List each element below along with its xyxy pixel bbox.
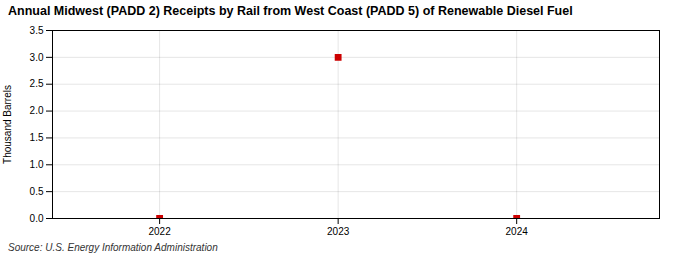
svg-text:3.5: 3.5: [30, 25, 44, 36]
html-text:Annual Midwest (PADD 2) Receip: Annual Midwest (PADD 2) Receipts by Rail…: [8, 4, 573, 18]
svg-text:0.5: 0.5: [30, 186, 44, 197]
svg-text:0.0: 0.0: [30, 213, 44, 224]
svg-text:2022: 2022: [148, 226, 171, 237]
svg-text:2.5: 2.5: [30, 78, 44, 89]
svg-text:2.0: 2.0: [30, 105, 44, 116]
svg-text:3.0: 3.0: [30, 52, 44, 63]
svg-text:2024: 2024: [506, 226, 529, 237]
svg-text:1.5: 1.5: [30, 132, 44, 143]
svg-text:1.0: 1.0: [30, 159, 44, 170]
svg-text:Thousand Barrels: Thousand Barrels: [2, 85, 13, 164]
html-text:Source: U.S. Energy Informatio: Source: U.S. Energy Information Administ…: [8, 242, 218, 253]
svg-text:2023: 2023: [327, 226, 350, 237]
